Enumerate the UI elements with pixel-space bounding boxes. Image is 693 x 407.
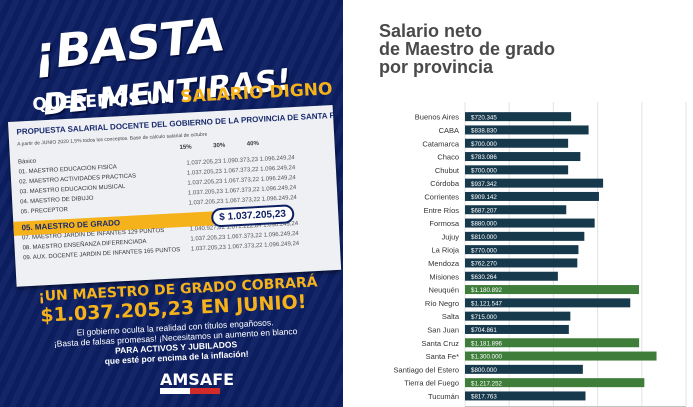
category-label: Formosa <box>429 219 459 228</box>
category-label: Santa Cruz <box>421 339 459 348</box>
bar-value-label: $687.207 <box>471 207 497 214</box>
bar-value-label: $715.000 <box>471 314 497 321</box>
category-label: Tierra del Fuego <box>404 379 459 388</box>
bar <box>465 338 640 348</box>
bar-value-label: $1.300.000 <box>471 354 503 361</box>
bar-value-label: $762.270 <box>471 261 497 268</box>
bar-value-label: $720.345 <box>471 114 497 121</box>
bar <box>465 324 569 334</box>
category-label: CABA <box>439 126 459 135</box>
bar <box>465 378 645 388</box>
bar <box>465 245 579 255</box>
category-label: Jujuy <box>441 232 459 241</box>
bar-value-label: $700.000 <box>471 167 497 174</box>
bar-value-label: $838.830 <box>471 128 497 135</box>
category-label: Entre Ríos <box>424 206 460 215</box>
bar-value-label: $704.861 <box>471 327 497 334</box>
document-row-label: Básico <box>17 158 37 166</box>
category-label: Salta <box>442 312 460 321</box>
category-label: Catamarca <box>422 139 460 148</box>
document-row-values: 1.037.205,23 1.067.373,22 1.096.249,24 <box>190 240 300 253</box>
bar <box>465 271 558 281</box>
bar <box>465 191 599 201</box>
bar <box>465 205 567 215</box>
bar-value-label: $700.000 <box>471 141 497 148</box>
bar <box>465 112 572 122</box>
bar-value-label: $810.000 <box>471 234 497 241</box>
bar-value-label: $800.000 <box>471 367 497 374</box>
category-label: Chaco <box>437 153 459 162</box>
chart-title: Salario neto de Maestro de grado por pro… <box>379 22 555 76</box>
category-label: Buenos Aires <box>415 113 459 122</box>
category-label: Misiones <box>429 272 459 281</box>
bar <box>465 231 585 241</box>
bar <box>465 165 569 175</box>
chart-title-line: de Maestro de grado <box>379 39 556 59</box>
bar <box>465 218 595 228</box>
bar <box>465 351 657 361</box>
category-label: Río Negro <box>425 299 459 308</box>
chart-title-line: por provincia <box>379 57 494 77</box>
bar <box>465 258 578 268</box>
salary-bar-chart: Buenos Aires $720.345 CABA $838.830 Catamarc… <box>394 102 687 407</box>
bar-value-label: $770.000 <box>471 247 497 254</box>
category-label: Chubut <box>435 166 460 175</box>
bar <box>465 125 589 135</box>
category-label: Mendoza <box>428 259 460 268</box>
category-label: San Juan <box>427 325 459 334</box>
bar-value-label: $1.217.252 <box>471 380 503 387</box>
bar <box>465 178 604 188</box>
category-label: Córdoba <box>430 179 460 188</box>
document-row-label: 04. MAESTRO DE DIBUJO <box>20 195 94 206</box>
document-row-label: 01. MAESTRO EDUCACION FISICA <box>18 164 118 176</box>
bar-value-label: $1.180.892 <box>471 287 503 294</box>
category-label: Corrientes <box>424 192 459 201</box>
amsafe-logo: AMSAFE <box>160 370 235 389</box>
bar-value-label: $783.086 <box>471 154 497 161</box>
bar-value-label: $817.763 <box>471 394 497 401</box>
bar-value-label: $909.142 <box>471 194 497 201</box>
bar <box>465 138 569 148</box>
category-label: Santiago del Estero <box>394 365 459 374</box>
bar <box>465 364 583 374</box>
category-label: La Rioja <box>431 246 459 255</box>
bar <box>465 285 639 295</box>
category-label: Tucumán <box>428 392 459 401</box>
category-label: Santa Fe* <box>426 352 459 361</box>
protest-poster: ¡BASTA DE MENTIRAS! QUEREMOS UN SALARIO … <box>0 0 343 407</box>
chart-title-line: Salario neto <box>379 21 483 41</box>
bar <box>465 298 631 308</box>
bar <box>465 152 581 162</box>
salary-proposal-document: PROPUESTA SALARIAL DOCENTE DEL GOBIERNO … <box>8 104 342 287</box>
bar-value-label: $630.264 <box>471 274 497 281</box>
bar <box>465 391 586 401</box>
logo-stripe <box>160 388 220 394</box>
bar <box>465 311 571 321</box>
bar-value-label: $937.342 <box>471 181 497 188</box>
bar-value-label: $1.181.896 <box>471 340 503 347</box>
bar-value-label: $1.121.547 <box>471 300 503 307</box>
category-label: Neuquén <box>429 286 459 295</box>
document-row-label: 05. PRECEPTOR <box>20 206 69 216</box>
bar-value-label: $880.000 <box>471 221 497 228</box>
